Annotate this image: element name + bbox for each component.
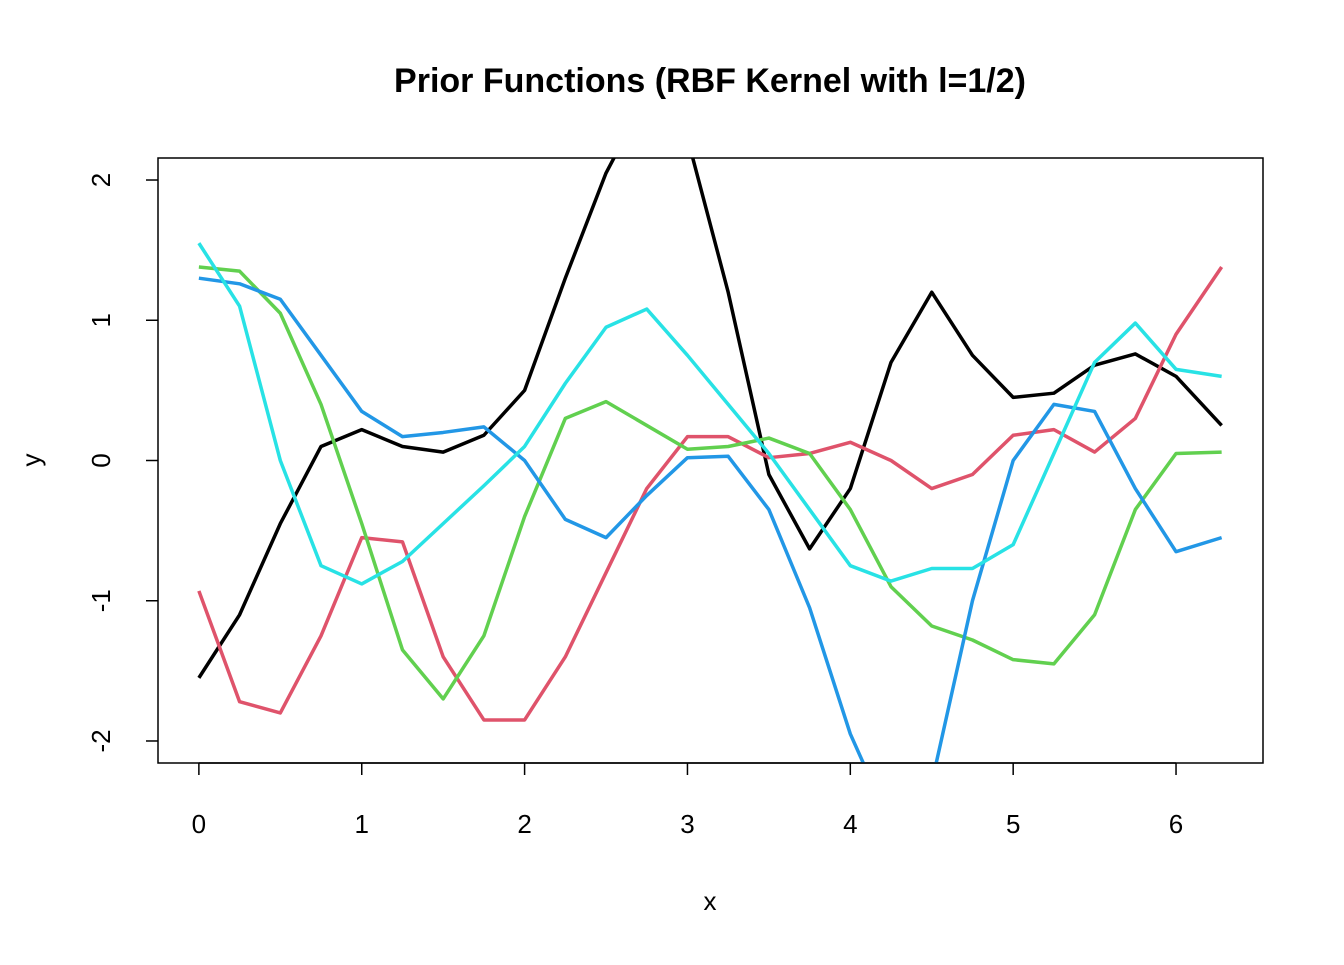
y-axis-label: y bbox=[16, 454, 46, 467]
line-series bbox=[197, 265, 1224, 722]
x-tick-label: 0 bbox=[192, 809, 206, 839]
plot-frame bbox=[157, 157, 1264, 764]
x-tick-label: 6 bbox=[1169, 809, 1183, 839]
y-tick-label: 0 bbox=[86, 453, 116, 467]
line-series bbox=[197, 158, 1223, 679]
y-tick-label: 1 bbox=[86, 313, 116, 327]
line-series bbox=[198, 265, 1222, 701]
y-tick-label: -2 bbox=[86, 729, 116, 752]
x-tick-label: 1 bbox=[355, 809, 369, 839]
line-series bbox=[197, 242, 1222, 586]
x-tick-label: 2 bbox=[517, 809, 531, 839]
x-axis-label: x bbox=[704, 886, 717, 916]
plot-area bbox=[197, 158, 1224, 763]
chart-title: Prior Functions (RBF Kernel with l=1/2) bbox=[394, 62, 1026, 100]
x-tick-label: 4 bbox=[843, 809, 857, 839]
x-tick-label: 3 bbox=[680, 809, 694, 839]
x-tick-label: 5 bbox=[1006, 809, 1020, 839]
line-series bbox=[198, 276, 1223, 763]
y-tick-label: 2 bbox=[86, 173, 116, 187]
y-tick-label: -1 bbox=[86, 589, 116, 612]
